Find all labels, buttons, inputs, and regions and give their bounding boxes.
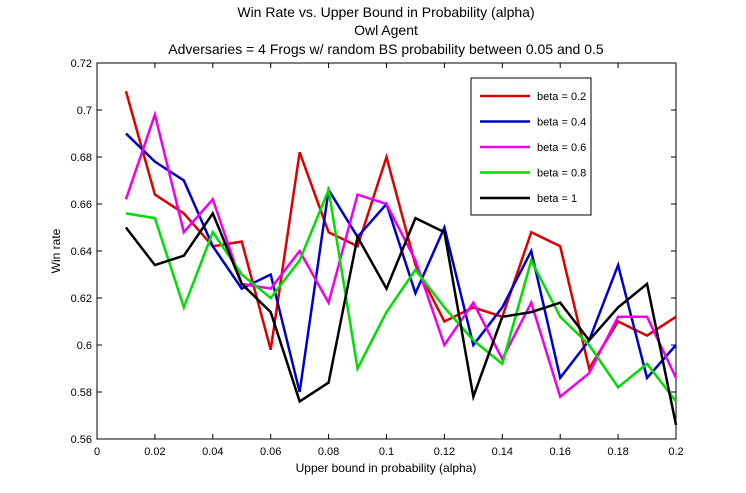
x-tick-label: 0.18 [607,446,628,458]
y-tick-label: 0.62 [71,293,92,305]
y-axis: 0.56 0.58 0.6 0.62 0.64 0.66 0.68 0.7 0.72 [71,58,676,446]
y-tick-label: 0.72 [71,58,92,70]
y-tick-label: 0.7 [77,105,92,117]
x-tick-label: 0.2 [668,446,683,458]
x-tick-label: 0.16 [549,446,570,458]
chart-title: Win Rate vs. Upper Bound in Probability … [237,4,534,20]
series-line-beta-0-8 [125,185,677,403]
x-tick-label: 0.1 [379,446,394,458]
series-line-beta-0-6 [124,110,678,399]
series-line-beta-1 [124,210,678,426]
y-tick-label: 0.68 [71,152,92,164]
x-axis-label: Upper bound in probability (alpha) [296,461,477,475]
chart-title-group: Win Rate vs. Upper Bound in Probability … [168,4,604,57]
legend-label: beta = 0.6 [537,142,586,154]
y-tick-label: 0.56 [71,434,92,446]
y-tick-label: 0.58 [71,387,92,399]
y-tick-label: 0.64 [71,246,92,258]
x-tick-label: 0.14 [492,446,513,458]
x-tick-label: 0 [94,446,100,458]
x-tick-label: 0.12 [434,446,455,458]
x-tick-label: 0.02 [144,446,165,458]
legend: beta = 0.2 beta = 0.4 beta = 0.6 beta = 0.8… [470,77,592,216]
x-tick-label: 0.04 [202,446,223,458]
legend-label: beta = 1 [537,193,577,205]
series-line-beta-0-4 [125,132,677,393]
series-lines [124,90,678,426]
legend-label: beta = 0.2 [537,91,586,103]
x-tick-label: 0.08 [318,446,339,458]
chart-subtitle-agent: Owl Agent [354,22,418,38]
legend-label: beta = 0.8 [537,168,586,180]
x-tick-label: 0.06 [260,446,281,458]
legend-label: beta = 0.4 [537,117,586,129]
x-axis: 0 0.02 0.04 0.06 0.08 0.1 0.12 0.14 0.16 0.18 0.2 [94,63,684,458]
y-tick-label: 0.66 [71,199,92,211]
chart-subtitle-adversaries: Adversaries = 4 Frogs w/ random BS proba… [168,41,604,57]
y-tick-label: 0.6 [77,340,92,352]
y-axis-label: Win rate [49,228,63,273]
